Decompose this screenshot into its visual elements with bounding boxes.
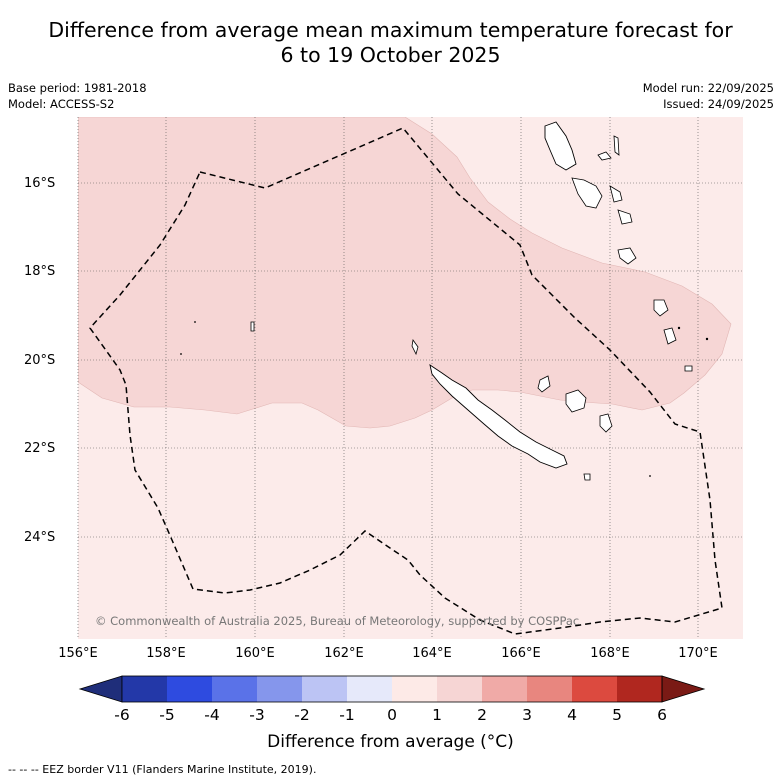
lat-label: 22°S [24, 441, 56, 456]
colorbar-swatch [167, 676, 212, 702]
loyalty-island-lifou [565, 389, 587, 413]
colorbar-extend-low [78, 675, 123, 703]
island-east-2 [663, 327, 677, 345]
colorbar-tick: 4 [567, 706, 577, 724]
lon-label: 160°E [235, 646, 275, 661]
islet-2 [180, 353, 182, 355]
colorbar-tick: 3 [522, 706, 532, 724]
colorbar-tick: 6 [657, 706, 667, 724]
colorbar-swatch [302, 676, 347, 702]
colorbar-swatch [122, 676, 167, 702]
issued-date: Issued: 24/09/2025 [663, 97, 774, 111]
vanuatu-efate [617, 209, 633, 225]
colorbar-swatch [212, 676, 257, 702]
colorbar-extend-high [661, 675, 706, 703]
lon-label: 170°E [678, 646, 718, 661]
colorbar-swatch [437, 676, 482, 702]
lat-label: 20°S [24, 353, 56, 368]
islet-4 [705, 337, 709, 341]
lon-label: 168°E [590, 646, 630, 661]
eez-border [89, 127, 723, 635]
vanuatu-espiritu-santo [544, 121, 577, 171]
new-caledonia-island [429, 364, 568, 469]
colorbar-swatch [617, 676, 662, 702]
colorbar [78, 675, 706, 703]
vanuatu-island-4 [609, 185, 623, 203]
model-run: Model run: 22/09/2025 [642, 81, 774, 95]
belep-islands [411, 338, 419, 356]
lat-label: 16°S [24, 176, 56, 191]
copyright-notice: © Commonwealth of Australia 2025, Bureau… [95, 614, 580, 628]
colorbar-title: Difference from average (°C) [267, 732, 514, 752]
title-line-2: 6 to 19 October 2025 [280, 43, 501, 67]
island-east-1 [653, 299, 669, 317]
colorbar-tick: -5 [159, 706, 175, 724]
islet-1 [194, 321, 196, 323]
colorbar-tick: -3 [249, 706, 265, 724]
loyalty-island-ouvea [537, 375, 551, 393]
colorbar-tick: 0 [387, 706, 397, 724]
colorbar-tick: 5 [612, 706, 622, 724]
islet-3 [677, 326, 681, 330]
lon-label: 156°E [58, 646, 98, 661]
islet-5 [649, 475, 651, 477]
colorbar-tick: 2 [477, 706, 487, 724]
vanuatu-island-2 [613, 135, 620, 156]
colorbar-tick: -2 [294, 706, 310, 724]
base-period: Base period: 1981-2018 [8, 81, 147, 95]
colorbar-outline [121, 675, 663, 703]
lon-label: 158°E [146, 646, 186, 661]
colorbar-swatch [572, 676, 617, 702]
island-small-west [250, 321, 255, 332]
colorbar-tick: -4 [204, 706, 220, 724]
island-east-3 [684, 365, 693, 372]
vanuatu-island-3 [597, 151, 612, 161]
colorbar-swatch [482, 676, 527, 702]
colorbar-swatch [392, 676, 437, 702]
colorbar-tick: -6 [114, 706, 130, 724]
vanuatu-malekula [571, 177, 603, 209]
colorbar-swatch [347, 676, 392, 702]
eez-legend-note: -- -- -- EEZ border V11 (Flanders Marine… [8, 763, 317, 776]
model-name: Model: ACCESS-S2 [8, 97, 115, 111]
isle-of-pines [583, 473, 591, 481]
lat-label: 18°S [24, 264, 56, 279]
lon-label: 164°E [412, 646, 452, 661]
colorbar-swatch [257, 676, 302, 702]
colorbar-tick: 1 [432, 706, 442, 724]
loyalty-island-mare [599, 413, 613, 433]
lat-label: 24°S [24, 530, 56, 545]
lon-label: 162°E [324, 646, 364, 661]
title-line-1: Difference from average mean maximum tem… [48, 18, 733, 42]
colorbar-tick: -1 [339, 706, 355, 724]
vanuatu-erromango [617, 247, 637, 265]
lon-label: 166°E [501, 646, 541, 661]
colorbar-swatch [527, 676, 572, 702]
